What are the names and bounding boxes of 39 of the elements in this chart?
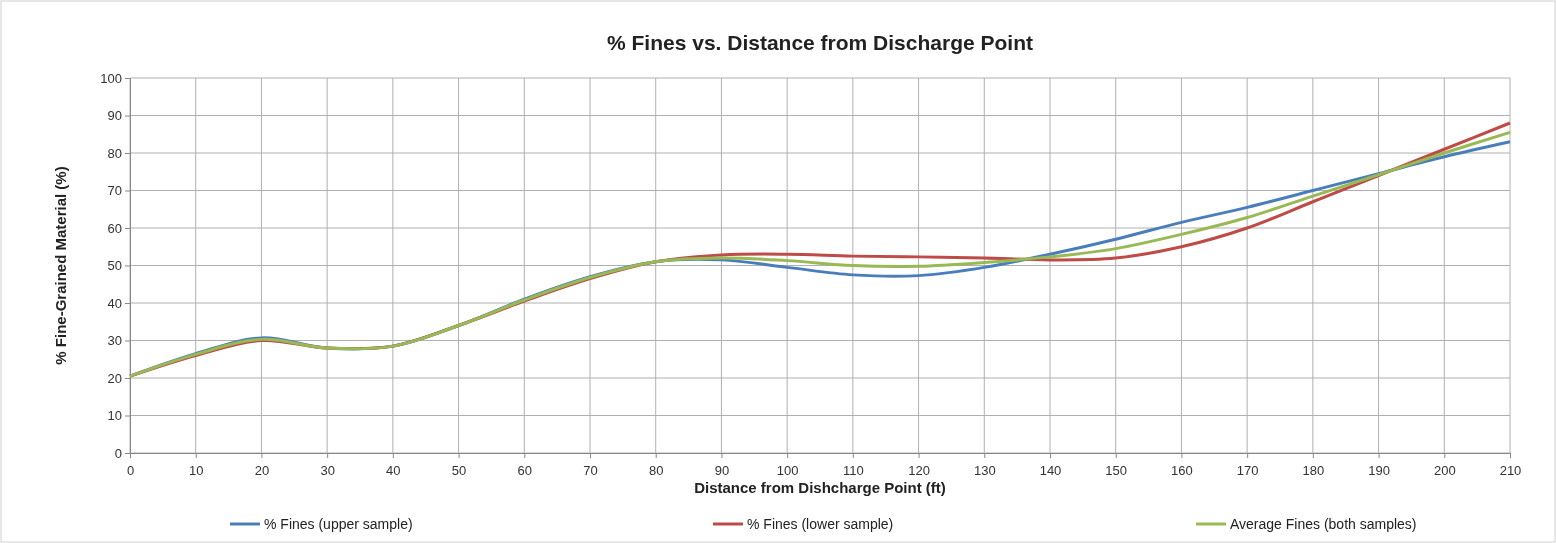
x-tick-label: 100	[776, 463, 799, 479]
x-tick-label: 30	[320, 463, 335, 479]
y-tick-label: 0	[114, 445, 122, 461]
x-tick-label: 150	[1105, 463, 1128, 479]
x-tick-label: 160	[1171, 463, 1193, 479]
y-tick-label: 20	[107, 370, 122, 386]
x-tick-label: 140	[1039, 463, 1062, 479]
x-tick-label: 40	[386, 463, 401, 479]
x-tick-label: 180	[1302, 463, 1325, 479]
x-tick-label: 10	[188, 463, 204, 479]
x-tick-label: 210	[1499, 463, 1522, 479]
y-tick-label: 90	[107, 108, 122, 124]
legend-label: % Fines (upper sample)	[264, 516, 413, 532]
y-tick-label: 80	[107, 145, 122, 161]
y-axis-title: % Fine-Grained Material (%)	[52, 166, 69, 365]
x-tick-label: 20	[254, 463, 270, 479]
x-tick-label: 170	[1236, 463, 1259, 479]
x-tick-label: 190	[1368, 463, 1390, 479]
x-tick-label: 200	[1433, 463, 1456, 479]
y-tick-label: 50	[107, 258, 122, 274]
x-tick-label: 50	[451, 463, 467, 479]
legend-label: % Fines (lower sample)	[747, 516, 894, 532]
y-tick-label: 60	[107, 220, 122, 236]
y-tick-label: 30	[107, 333, 122, 349]
x-axis-title: Distance from Dishcharge Point (ft)	[694, 479, 946, 496]
y-tick-label: 40	[107, 295, 122, 311]
x-tick-label: 60	[517, 463, 533, 479]
y-tick-label: 100	[100, 70, 122, 86]
x-tick-label: 120	[908, 463, 930, 479]
y-tick-label: 70	[107, 183, 122, 199]
x-tick-label: 0	[126, 463, 135, 479]
x-tick-label: 110	[842, 463, 864, 479]
x-tick-label: 80	[648, 463, 664, 479]
y-tick-label: 10	[107, 408, 122, 424]
legend-label: Average Fines (both samples)	[1230, 516, 1417, 532]
chart-title: % Fines vs. Distance from Discharge Point	[607, 31, 1033, 54]
x-tick-label: 70	[583, 463, 598, 479]
x-tick-label: 90	[714, 463, 730, 479]
x-tick-label: 130	[973, 463, 996, 479]
